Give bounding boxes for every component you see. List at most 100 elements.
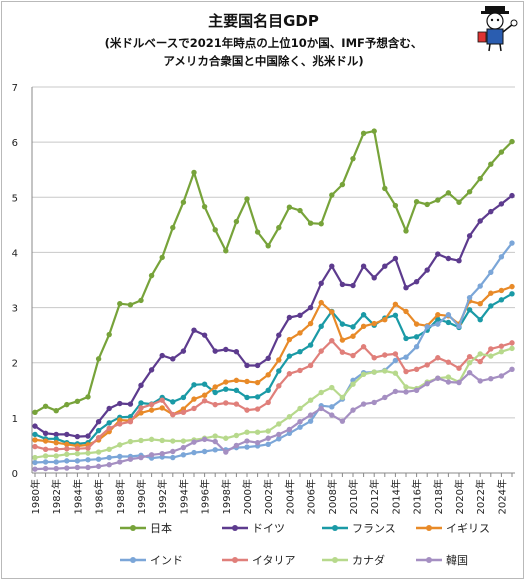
data-point bbox=[371, 369, 377, 375]
data-point bbox=[42, 430, 49, 436]
data-point bbox=[498, 254, 505, 260]
data-point bbox=[435, 197, 441, 203]
legend-item: 韓国 bbox=[416, 554, 468, 567]
data-point bbox=[466, 307, 473, 313]
data-point bbox=[170, 399, 176, 405]
x-tick-label: 2014年 bbox=[389, 479, 402, 514]
chart-subtitle-line-2: アメリカ合衆国と中国除く、兆米ドル) bbox=[163, 54, 364, 68]
data-point bbox=[106, 405, 112, 412]
y-tick-label: 7 bbox=[12, 83, 18, 94]
data-point bbox=[191, 396, 197, 402]
data-point bbox=[392, 357, 399, 364]
data-point bbox=[297, 330, 303, 336]
data-point bbox=[138, 410, 144, 416]
data-point bbox=[212, 389, 218, 396]
x-tick-label: 2020年 bbox=[453, 479, 466, 514]
series-line bbox=[34, 194, 513, 438]
x-tick-label: 1994年 bbox=[177, 479, 190, 514]
y-tick-label: 1 bbox=[12, 414, 18, 425]
data-point bbox=[148, 272, 155, 279]
data-point bbox=[360, 371, 367, 377]
x-tick-label: 1982年 bbox=[50, 479, 63, 514]
data-point bbox=[371, 275, 377, 281]
data-point bbox=[445, 319, 452, 326]
data-point bbox=[233, 401, 240, 407]
data-point bbox=[509, 138, 515, 145]
data-point bbox=[339, 349, 346, 355]
data-point bbox=[297, 419, 303, 425]
data-point bbox=[477, 175, 483, 182]
data-point bbox=[477, 317, 483, 323]
data-point bbox=[329, 192, 335, 198]
data-point bbox=[265, 355, 271, 362]
series-line bbox=[34, 242, 513, 464]
data-point bbox=[53, 453, 59, 459]
data-point bbox=[85, 445, 91, 451]
data-point bbox=[95, 463, 102, 470]
x-tick-label: 1992年 bbox=[156, 479, 169, 514]
data-point bbox=[488, 376, 494, 382]
data-point bbox=[223, 346, 229, 353]
data-point bbox=[435, 321, 441, 327]
data-point bbox=[138, 437, 144, 444]
y-tick-label: 5 bbox=[12, 193, 18, 204]
data-point bbox=[170, 411, 176, 418]
series-0 bbox=[32, 128, 515, 416]
data-point bbox=[286, 426, 293, 433]
data-point bbox=[350, 333, 356, 339]
data-point bbox=[371, 320, 377, 327]
data-point bbox=[498, 297, 505, 303]
data-point bbox=[74, 458, 81, 464]
data-point bbox=[32, 431, 38, 438]
data-point bbox=[127, 456, 134, 462]
data-point bbox=[403, 285, 409, 291]
legend-item: ドイツ bbox=[222, 522, 285, 535]
legend-item: カナダ bbox=[322, 553, 385, 567]
data-point bbox=[32, 437, 38, 443]
data-point bbox=[466, 369, 473, 376]
data-point bbox=[339, 394, 346, 401]
data-point bbox=[477, 283, 483, 289]
y-tick-label: 3 bbox=[12, 304, 18, 315]
data-point bbox=[159, 254, 165, 261]
legend-label: 韓国 bbox=[446, 554, 468, 567]
data-point bbox=[276, 431, 282, 438]
data-point bbox=[297, 367, 303, 374]
data-point bbox=[117, 421, 123, 427]
data-point bbox=[265, 399, 271, 406]
data-point bbox=[106, 425, 112, 432]
x-tick-label: 2006年 bbox=[305, 479, 318, 514]
data-point bbox=[233, 432, 240, 439]
data-point bbox=[360, 130, 367, 137]
data-point bbox=[212, 227, 218, 233]
data-point bbox=[42, 465, 49, 472]
data-point bbox=[244, 362, 250, 369]
data-point bbox=[159, 397, 165, 403]
data-point bbox=[498, 343, 505, 349]
data-point bbox=[307, 362, 314, 369]
data-point bbox=[392, 255, 399, 262]
data-point bbox=[191, 169, 197, 176]
data-point bbox=[106, 446, 112, 452]
legend-item: イタリア bbox=[222, 554, 296, 567]
y-tick-label: 2 bbox=[12, 359, 18, 370]
data-point bbox=[191, 405, 197, 412]
data-point bbox=[244, 444, 250, 450]
x-tick-label: 1984年 bbox=[71, 479, 84, 514]
data-point bbox=[286, 353, 293, 359]
data-point bbox=[148, 452, 155, 458]
data-point bbox=[509, 291, 515, 297]
data-point bbox=[413, 334, 420, 340]
data-point bbox=[307, 397, 314, 403]
data-point bbox=[297, 207, 303, 214]
data-point bbox=[95, 456, 102, 462]
x-tick-label: 1996年 bbox=[199, 479, 212, 514]
data-point bbox=[466, 353, 473, 360]
x-tick-label: 2012年 bbox=[368, 479, 381, 514]
data-point bbox=[360, 323, 367, 330]
data-point bbox=[85, 464, 91, 471]
data-point bbox=[456, 365, 462, 371]
data-point bbox=[498, 287, 505, 294]
